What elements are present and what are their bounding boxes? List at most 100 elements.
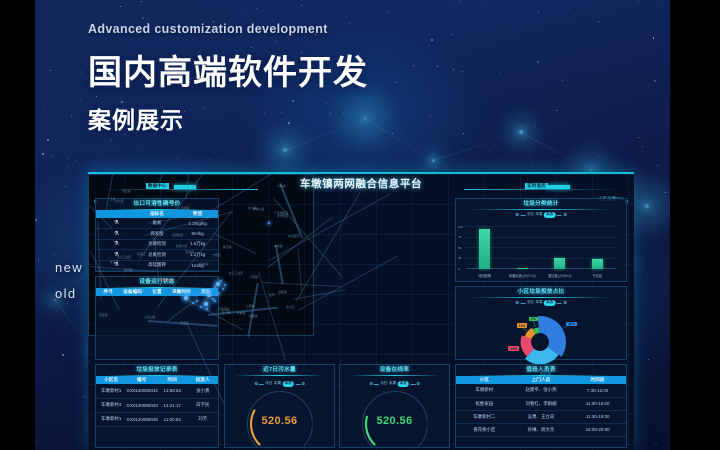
bar[interactable] — [591, 258, 603, 269]
range-option-inactive[interactable]: 本周 — [388, 381, 397, 386]
map-marker[interactable] — [196, 300, 199, 303]
map-marker[interactable] — [192, 302, 195, 305]
range-option-inactive[interactable]: 本周 — [273, 381, 282, 386]
table-row[interactable]: ⚗ 高锰酸钾 1m/kg — [96, 260, 218, 271]
rose-slice[interactable] — [520, 335, 534, 357]
map-marker[interactable] — [222, 288, 225, 291]
map-marker[interactable] — [200, 306, 203, 309]
map-road — [88, 205, 112, 228]
map-marker[interactable] — [216, 282, 220, 286]
map-marker[interactable] — [200, 292, 203, 295]
column-header[interactable]: 数值 — [177, 210, 218, 218]
gridline — [466, 247, 618, 248]
map-marker[interactable] — [224, 284, 227, 287]
rose-chart-range-switch[interactable]: 今日 本周 本月 — [515, 300, 567, 306]
range-option-inactive[interactable]: 今日 — [380, 381, 388, 386]
map-label: 石湖荡镇 — [218, 307, 230, 311]
column-header[interactable]: 设备编码 — [120, 288, 145, 296]
table-cell: 刘芳 — [187, 412, 218, 427]
range-option-inactive[interactable]: 今日 — [526, 212, 534, 217]
range-option-inactive[interactable]: 本周 — [535, 212, 543, 217]
switch-line — [520, 302, 526, 304]
range-option-active[interactable]: 本月 — [544, 212, 556, 218]
map-road — [153, 235, 160, 281]
column-header[interactable]: 状态 — [193, 288, 218, 296]
device-ledger-table[interactable]: 序号 设备编码 位置 采集时间 状态 — [96, 288, 218, 296]
column-header[interactable]: 位置 — [144, 288, 170, 296]
map-marker[interactable] — [194, 294, 197, 297]
rose-slice[interactable] — [524, 327, 536, 339]
table-row[interactable]: 车墩新村4 GX0120080043 14:21:17 白学民 — [96, 398, 218, 413]
gauge-right-range-switch[interactable]: 今日 本周 本月 — [369, 381, 420, 387]
rose-slice[interactable] — [532, 327, 540, 335]
water-quality-table[interactable]: 指标名 数值 ⚗ 氨氮 1.2mg/kg ⚗ 挥发酚 5m/kg ⚗ 总磷检测 1.6万kg ⚗ 总氮… — [96, 210, 218, 271]
switch-line — [556, 214, 562, 216]
map-marker[interactable] — [218, 292, 221, 295]
map-marker[interactable] — [212, 298, 215, 301]
map-label: 五厍 — [110, 197, 116, 201]
range-option-inactive[interactable]: 今日 — [265, 381, 273, 386]
map-marker[interactable] — [214, 300, 217, 303]
x-axis-tick: 可回收物 — [478, 274, 492, 278]
table-row[interactable]: 松胜家园 刘春红、李娟娟 11:30-16:00 — [456, 397, 626, 411]
map-marker[interactable] — [268, 222, 271, 225]
gauge-right-track — [361, 391, 428, 450]
map-marker[interactable] — [207, 293, 211, 297]
column-header[interactable]: 指标名 — [136, 210, 178, 218]
rose-slice[interactable] — [537, 316, 566, 357]
table-row[interactable]: 车墩新村1 GX0120080045 11:00:53 刘芳 — [96, 412, 218, 427]
column-header[interactable]: 时间 — [157, 376, 188, 384]
switch-end-dot — [515, 301, 519, 305]
table-row[interactable]: 车墩新村1 GX0120080042 13:58:53 张小勇 — [96, 384, 218, 399]
range-option-inactive[interactable]: 今日 — [526, 300, 534, 305]
map-marker[interactable] — [220, 280, 223, 283]
column-header[interactable]: 投放人 — [187, 376, 218, 384]
table-row[interactable]: ⚗ 挥发酚 5m/kg — [96, 228, 218, 240]
column-header[interactable]: 小区 — [456, 376, 513, 384]
map-marker[interactable] — [206, 308, 209, 311]
table-row[interactable]: ⚗ 氨氮 1.2mg/kg — [96, 218, 218, 229]
map-label: 新浜镇 — [124, 268, 133, 272]
table-row[interactable]: 车墩新村 赵建平、张小燕 7:30-12:00 — [456, 384, 626, 398]
map-road — [213, 232, 256, 254]
panel-map[interactable]: 叶榭镇 新桥镇 松江工业区 泗泾镇 中山街道 方塔园 小昆山镇 洞泾镇 九亭镇 永丰街道 广富林街道… — [88, 174, 634, 450]
range-option-active[interactable]: 本月 — [544, 300, 556, 306]
map-marker[interactable] — [216, 294, 219, 297]
column-header[interactable]: 序号 — [96, 288, 121, 296]
column-header[interactable]: 小区名 — [96, 376, 127, 384]
range-option-active[interactable]: 本月 — [282, 381, 294, 387]
table-cell: 挥发酚 — [136, 228, 178, 240]
map-marker[interactable] — [210, 290, 213, 293]
gauge-left-range-switch[interactable]: 今日 本周 本月 — [254, 381, 305, 387]
table-header-row: 序号 设备编码 位置 采集时间 状态 — [96, 288, 218, 296]
event-log-table[interactable]: 小区名 编号 时间 投放人 车墩新村1 GX0120080042 13:58:53 张小勇车… — [96, 376, 218, 427]
column-header[interactable] — [96, 210, 137, 218]
bar[interactable] — [479, 228, 491, 269]
bar-chart-range-switch[interactable]: 今日 本周 本月 — [515, 212, 567, 218]
map-marker[interactable] — [184, 296, 188, 300]
map-road — [159, 174, 201, 182]
map-marker[interactable] — [188, 293, 191, 296]
map-marker[interactable] — [204, 302, 208, 306]
map-marker[interactable] — [214, 286, 217, 289]
duty-roster-table[interactable]: 小区 上门人员 时间段 车墩新村 赵建平、张小燕 7:30-12:00 松胜家园 刘春红、李… — [456, 376, 626, 437]
table-row[interactable]: ⚗ 总氮检测 1.2万kg — [96, 249, 218, 261]
range-option-active[interactable]: 本月 — [397, 381, 409, 387]
gauge-left-dial: 520.56 — [246, 391, 313, 450]
probe-icon: ⚗ — [96, 249, 137, 261]
bar[interactable] — [554, 258, 566, 269]
range-option-inactive[interactable]: 本周 — [535, 300, 543, 305]
bar[interactable] — [516, 268, 528, 269]
column-header[interactable]: 编号 — [126, 376, 157, 384]
map-canvas[interactable]: 叶榭镇 新桥镇 松江工业区 泗泾镇 中山街道 方塔园 小昆山镇 洞泾镇 九亭镇 永丰街道 广富林街道… — [88, 174, 634, 450]
column-header[interactable]: 采集时间 — [169, 288, 194, 296]
column-header[interactable]: 上门人员 — [512, 376, 570, 384]
table-row[interactable]: 车墩新村二 吴勇、王立岗 11:30-16:00 — [456, 410, 626, 424]
map-label: 亭林镇 — [277, 184, 286, 188]
column-header[interactable]: 时间段 — [569, 376, 626, 384]
table-row[interactable]: 香花桥小区 孙琳、周文杰 16:00-20:00 — [456, 423, 626, 437]
map-label: 泗泾镇 — [99, 313, 108, 317]
table-row[interactable]: ⚗ 总磷检测 1.6万kg — [96, 239, 218, 250]
map-label: 廊下镇 — [222, 310, 231, 314]
rose-slice[interactable] — [525, 347, 559, 365]
